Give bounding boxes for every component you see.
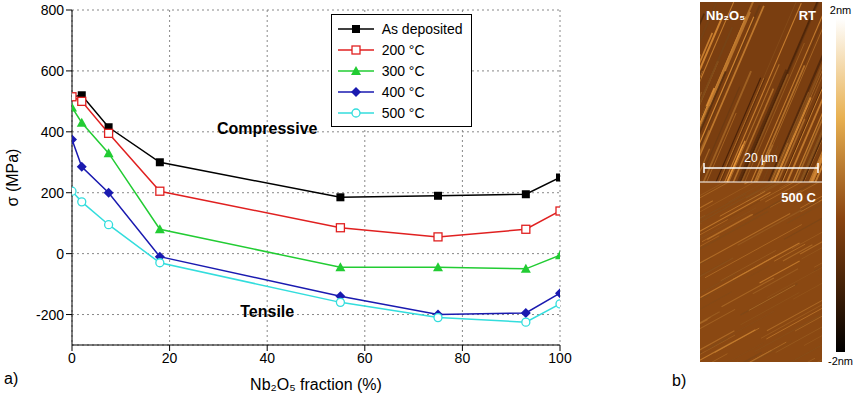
svg-text:800: 800: [41, 2, 65, 18]
svg-text:0: 0: [68, 350, 76, 366]
svg-text:Compressive: Compressive: [217, 120, 318, 137]
svg-text:40: 40: [259, 350, 275, 366]
html-text:a): a): [4, 370, 19, 387]
svg-text:-200: -200: [36, 307, 64, 323]
html-text:500 °C: 500 °C: [381, 104, 425, 121]
svg-text:2nm: 2nm: [830, 4, 851, 16]
svg-text:500 C: 500 C: [781, 190, 816, 205]
html-text:400 °C: 400 °C: [381, 83, 425, 100]
svg-text:RT: RT: [799, 8, 816, 23]
svg-text:60: 60: [357, 350, 373, 366]
html-text:300 °C: 300 °C: [381, 62, 425, 79]
svg-text:0: 0: [56, 246, 64, 262]
html-text:As deposited: As deposited: [381, 20, 463, 37]
svg-text:Tensile: Tensile: [240, 303, 294, 320]
svg-text:σ (MPa): σ (MPa): [4, 149, 21, 207]
svg-text:20 µm: 20 µm: [744, 151, 778, 165]
svg-text:-2nm: -2nm: [828, 355, 853, 367]
svg-text:80: 80: [455, 350, 471, 366]
svg-text:b): b): [672, 372, 686, 389]
svg-text:Nb₂O₅: Nb₂O₅: [706, 8, 745, 23]
html-text:200 °C: 200 °C: [381, 41, 425, 58]
svg-text:600: 600: [41, 63, 65, 79]
svg-text:Nb₂O₅ fraction (%): Nb₂O₅ fraction (%): [250, 376, 382, 393]
svg-text:100: 100: [548, 350, 572, 366]
svg-text:20: 20: [162, 350, 178, 366]
svg-text:400: 400: [41, 124, 65, 140]
svg-text:200: 200: [41, 185, 65, 201]
